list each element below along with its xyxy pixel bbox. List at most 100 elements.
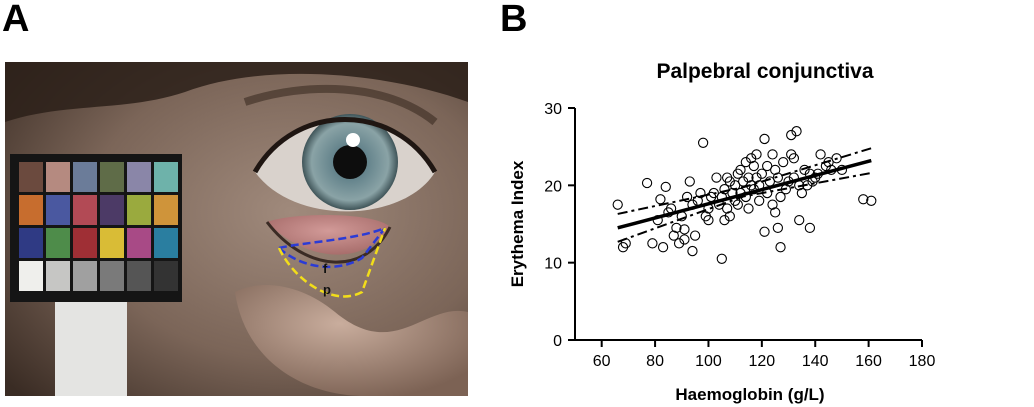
data-point (791, 126, 802, 137)
data-point (684, 176, 695, 187)
data-point (673, 238, 685, 249)
data-point (703, 214, 714, 226)
data-point (719, 214, 730, 226)
pupil (333, 145, 367, 179)
data-point (767, 199, 778, 210)
eye-photo-illustration: f p (5, 62, 468, 396)
x-tick-label: 180 (909, 353, 936, 370)
panel-label-a: A (2, 0, 30, 40)
eye-photograph: f p (5, 62, 468, 396)
data-point (751, 149, 762, 160)
color-swatch (100, 261, 124, 291)
color-swatch (46, 261, 70, 291)
data-point (743, 203, 754, 214)
data-point (748, 160, 759, 172)
x-tick-label: 160 (855, 353, 882, 370)
data-point (695, 187, 706, 199)
data-point (679, 234, 690, 245)
x-tick-label: 140 (802, 353, 829, 370)
color-swatch (127, 195, 151, 225)
color-swatch (100, 162, 124, 192)
data-point (721, 203, 733, 214)
data-point (660, 181, 671, 193)
fornix-outline-bottom (278, 227, 386, 269)
data-point (794, 214, 805, 226)
chart-holder-stick (55, 292, 127, 396)
regression-line-group (617, 158, 872, 230)
color-checker-swatches (19, 162, 178, 291)
data-point (831, 153, 842, 164)
regression-line (617, 158, 872, 230)
color-swatch (19, 228, 43, 258)
data-point (762, 160, 773, 172)
data-point (679, 224, 690, 235)
color-swatch (73, 195, 97, 225)
x-tick-label: 80 (646, 353, 664, 370)
thumb (235, 284, 468, 396)
data-point (756, 168, 767, 179)
color-swatch (73, 228, 97, 258)
fornix-label: f (323, 261, 328, 276)
x-axis-label: Haemoglobin (g/L) (675, 385, 824, 404)
data-point (754, 195, 765, 206)
data-point (668, 230, 679, 241)
x-tick-label: 60 (593, 353, 611, 370)
palpebral-label: p (323, 282, 331, 297)
data-point (775, 242, 786, 253)
data-point (697, 137, 709, 148)
data-point (767, 149, 778, 160)
data-point (799, 164, 810, 176)
color-swatch (154, 261, 178, 291)
color-swatch (46, 228, 70, 258)
data-point (655, 194, 666, 205)
y-axis-label: Erythema Index (508, 160, 527, 287)
color-swatch (73, 261, 97, 291)
data-point (866, 195, 877, 206)
data-point (759, 226, 770, 237)
color-swatch (100, 228, 124, 258)
color-swatch (46, 195, 70, 225)
y-tick-label: 20 (544, 178, 562, 195)
data-point (724, 176, 735, 187)
scatter-chart-svg: Palpebral conjunctiva Haemoglobin (g/L) … (508, 60, 936, 404)
data-point (759, 133, 770, 145)
color-swatch (19, 162, 43, 192)
color-swatch (154, 195, 178, 225)
data-point (775, 191, 786, 203)
color-swatch (73, 162, 97, 192)
data-point (711, 172, 722, 183)
color-swatch (127, 261, 151, 291)
data-point (708, 187, 719, 199)
data-point (671, 222, 682, 234)
data-point (751, 172, 762, 183)
data-point (657, 242, 669, 253)
upper-eyelid (252, 117, 438, 174)
color-swatch (19, 261, 43, 291)
y-tick-label: 30 (544, 101, 562, 118)
data-point (743, 172, 754, 183)
x-tick-label: 100 (695, 353, 722, 370)
data-point (620, 238, 631, 249)
data-point (687, 245, 698, 257)
data-point (746, 153, 757, 164)
data-point (823, 156, 834, 168)
data-point (681, 191, 693, 203)
data-point (689, 230, 701, 241)
color-swatch (127, 162, 151, 192)
data-point (719, 184, 730, 195)
color-swatch (154, 228, 178, 258)
data-point (612, 199, 623, 210)
data-point (796, 187, 808, 199)
corneal-reflection (346, 133, 360, 147)
data-point (641, 177, 653, 189)
data-point (724, 211, 735, 222)
data-point (815, 149, 826, 160)
data-point (716, 253, 727, 264)
data-point (772, 222, 784, 234)
data-point (786, 129, 797, 141)
ci-upper-line (617, 147, 872, 215)
color-swatch (127, 228, 151, 258)
data-point (740, 156, 751, 168)
y-tick-label: 10 (544, 256, 562, 273)
fornix-outline-top (278, 226, 386, 250)
